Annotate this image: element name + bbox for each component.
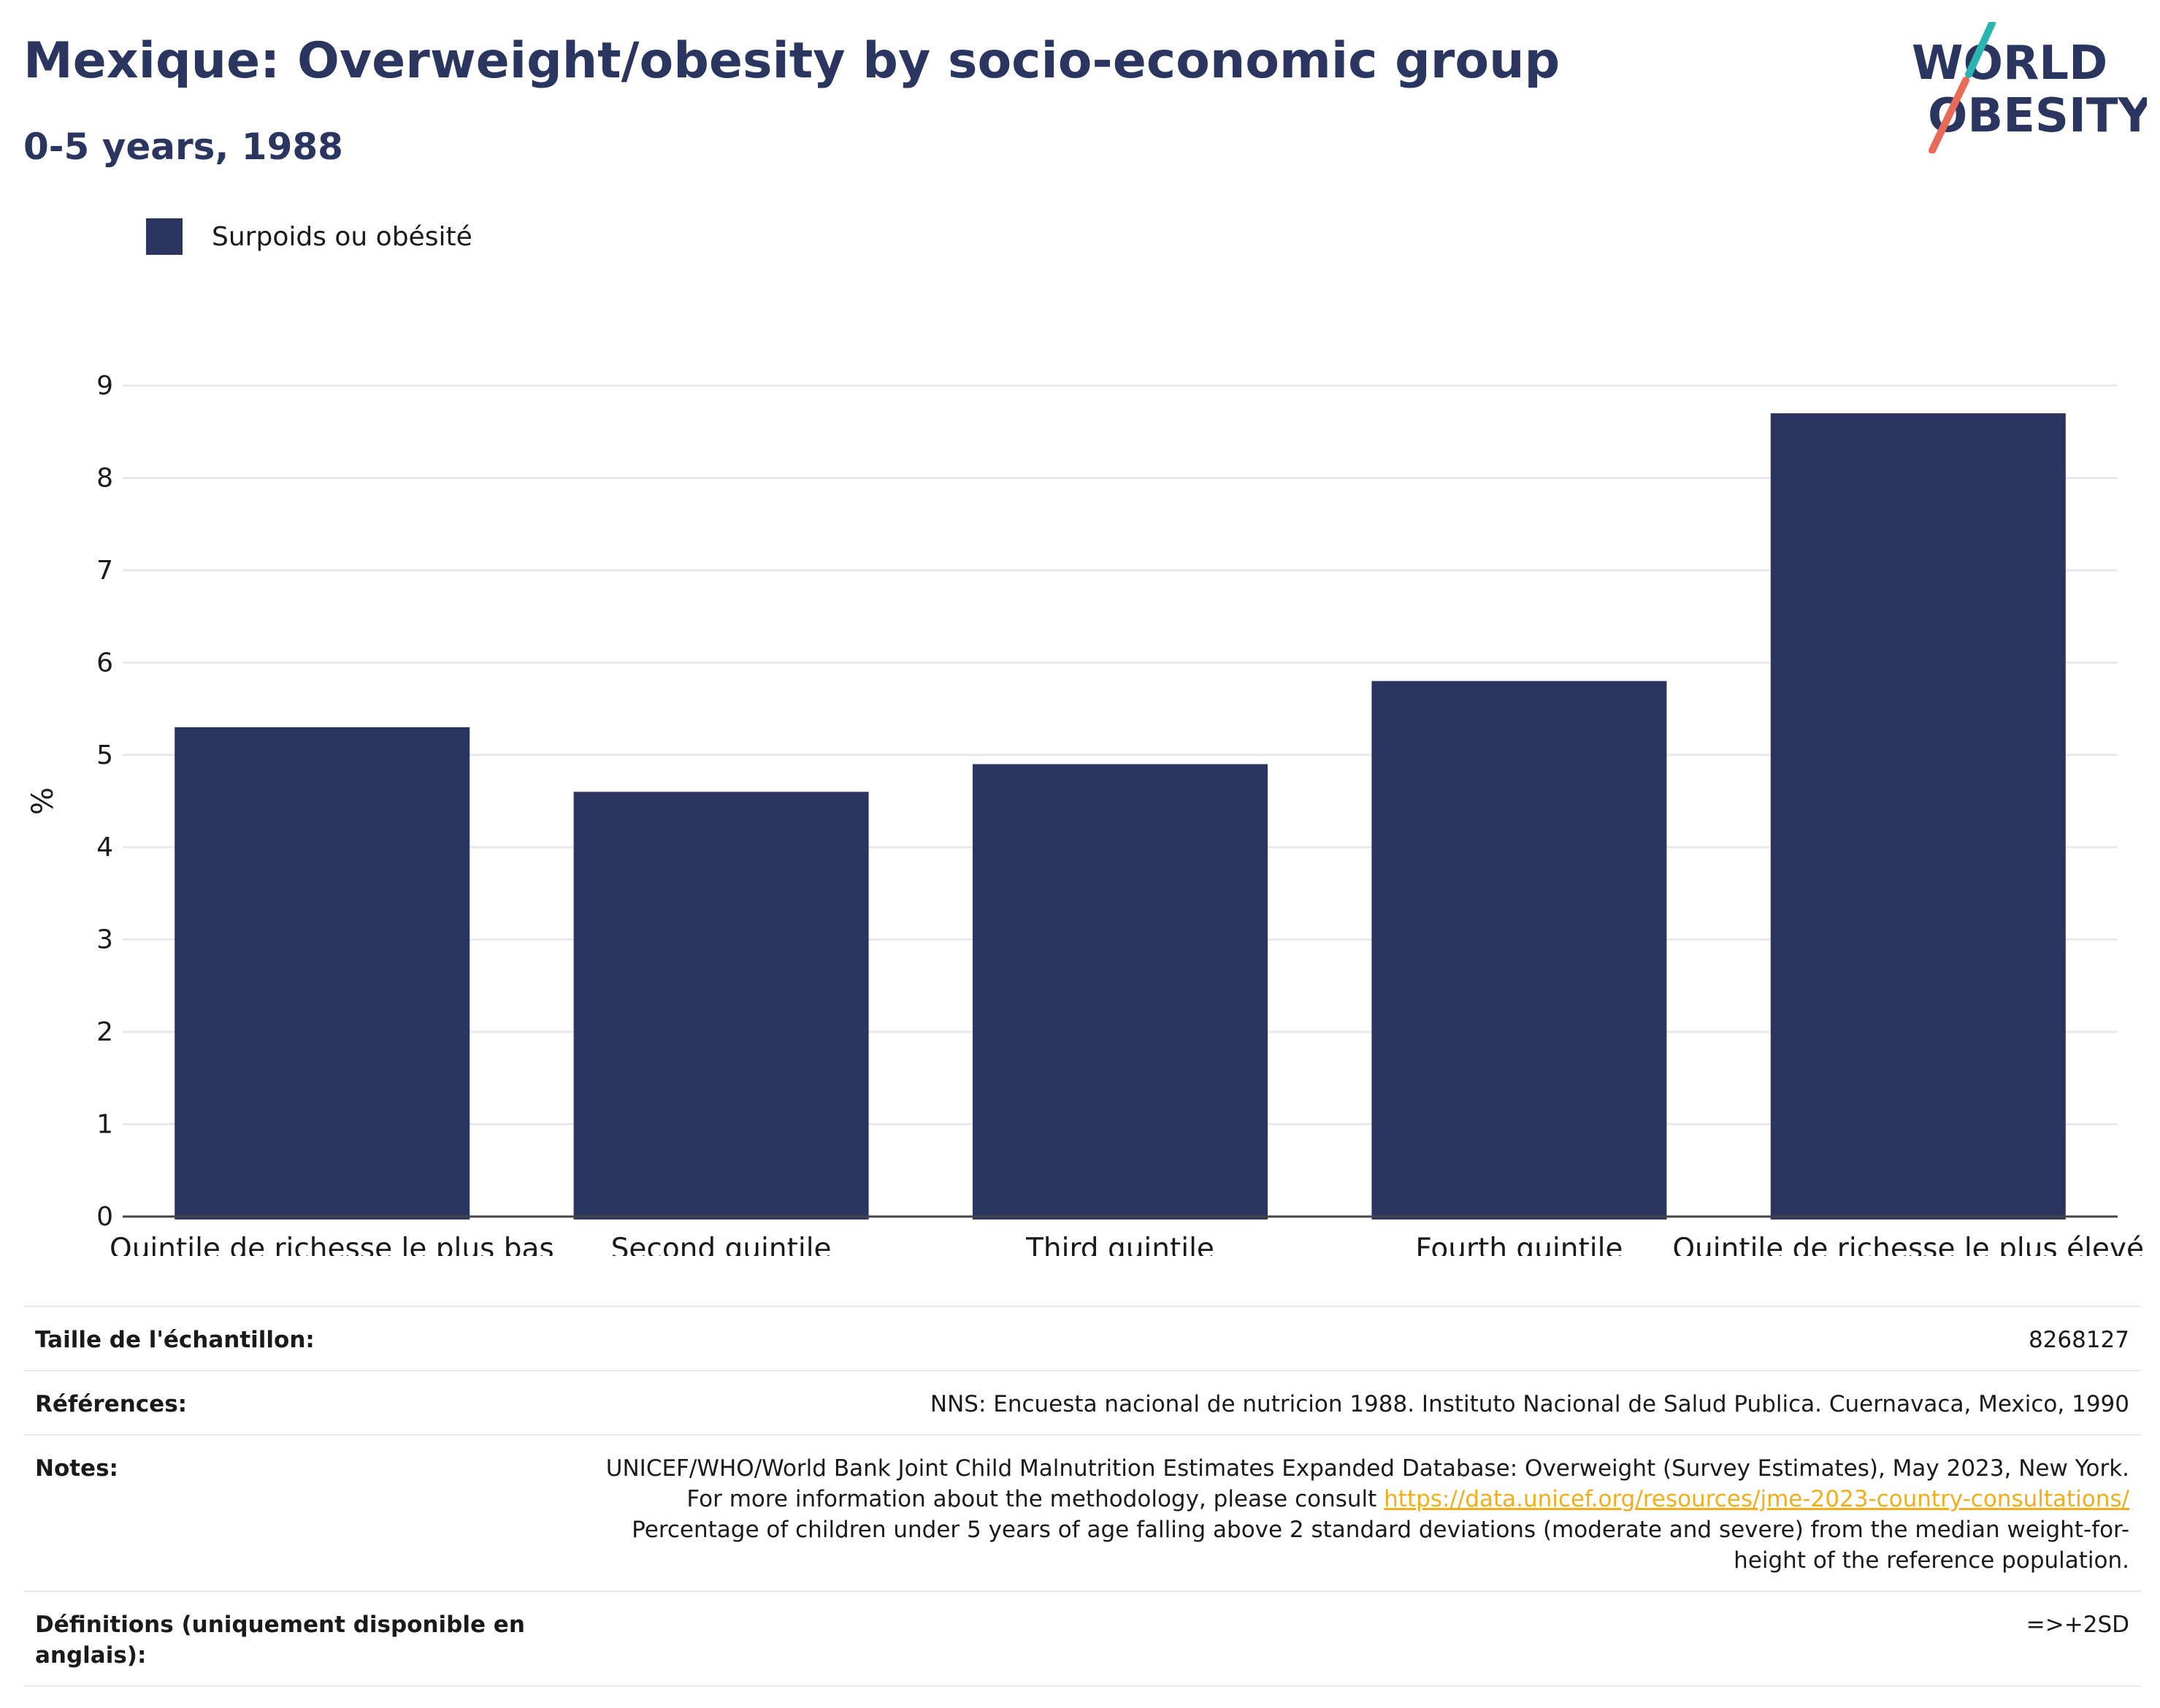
bar-0[interactable] <box>175 727 470 1219</box>
notes-value: UNICEF/WHO/World Bank Joint Child Malnut… <box>567 1453 2129 1576</box>
y-tick-label-8: 8 <box>96 463 113 493</box>
bar-2[interactable] <box>973 764 1268 1219</box>
chart-subtitle: 0-5 years, 1988 <box>23 126 343 168</box>
y-tick-label-2: 2 <box>96 1017 113 1047</box>
x-tick-label-2: Third quintile <box>1025 1233 1214 1256</box>
definitions-label: Définitions (uniquement disponible en an… <box>35 1612 525 1669</box>
y-tick-label-6: 6 <box>96 648 113 678</box>
references-label: Références: <box>35 1391 188 1417</box>
sample-size-value: 8268127 <box>2028 1327 2129 1353</box>
world-obesity-logo: WORLD OBESITY <box>1912 22 2147 153</box>
sample-size-label: Taille de l'échantillon: <box>35 1327 315 1353</box>
info-row-sample: Taille de l'échantillon: 8268127 <box>23 1306 2141 1370</box>
bar-1[interactable] <box>573 792 869 1219</box>
legend[interactable]: Surpoids ou obésité <box>146 218 472 256</box>
notes-text-1: UNICEF/WHO/World Bank Joint Child Malnut… <box>605 1455 2129 1512</box>
y-tick-label-4: 4 <box>96 832 113 862</box>
y-tick-label-0: 0 <box>96 1202 113 1232</box>
x-tick-label-4: Quintile de richesse le plus élevé <box>1672 1233 2144 1256</box>
bar-4[interactable] <box>1770 413 2066 1219</box>
x-tick-label-3: Fourth quintile <box>1415 1233 1623 1256</box>
unicef-link[interactable]: https://data.unicef.org/resources/jme-20… <box>1384 1486 2129 1512</box>
bar-3[interactable] <box>1371 681 1667 1219</box>
y-axis-label: % <box>26 787 60 815</box>
y-tick-label-9: 9 <box>96 371 113 401</box>
y-tick-label-1: 1 <box>96 1110 113 1140</box>
y-tick-label-7: 7 <box>96 556 113 586</box>
x-tick-label-0: Quintile de richesse le plus bas <box>110 1233 554 1256</box>
chart-title: Mexique: Overweight/obesity by socio-eco… <box>23 32 1560 90</box>
notes-text-2: Percentage of children under 5 years of … <box>632 1517 2129 1574</box>
info-row-definitions: Définitions (uniquement disponible en an… <box>23 1590 2141 1687</box>
references-value: NNS: Encuesta nacional de nutricion 1988… <box>930 1391 2129 1417</box>
info-table: Taille de l'échantillon: 8268127 Référen… <box>23 1306 2141 1687</box>
logo-word-obesity: OBESITY <box>1928 89 2147 143</box>
x-tick-label-1: Second quintile <box>611 1233 832 1256</box>
info-row-notes: Notes: UNICEF/WHO/World Bank Joint Child… <box>23 1434 2141 1590</box>
info-row-references: Références: NNS: Encuesta nacional de nu… <box>23 1370 2141 1434</box>
notes-label: Notes: <box>35 1455 118 1482</box>
legend-swatch <box>146 218 183 255</box>
legend-label: Surpoids ou obésité <box>212 221 472 252</box>
y-tick-label-3: 3 <box>96 925 113 955</box>
bar-chart: 0 1 2 3 4 5 6 7 8 9% Quintile de richesse le plus … <box>26 371 2144 1256</box>
definitions-value: =>+2SD <box>2026 1612 2129 1638</box>
logo-word-world: WORLD <box>1912 37 2107 91</box>
y-tick-label-5: 5 <box>96 740 113 770</box>
